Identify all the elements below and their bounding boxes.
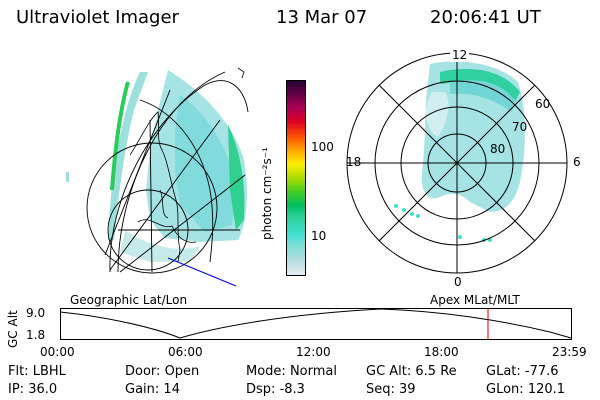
info-seq-value: 39	[399, 382, 416, 397]
info-seq: Seq: 39	[366, 382, 416, 397]
info-glon-value: 120.1	[527, 382, 566, 397]
altitude-curve	[59, 308, 572, 339]
geo-emission-field	[66, 70, 247, 262]
info-glon: GLon: 120.1	[486, 382, 565, 397]
info-door-value: Open	[164, 364, 200, 379]
info-gc-alt: GC Alt: 6.5 Re	[366, 364, 457, 379]
info-gain-label: Gain:	[125, 382, 160, 397]
mlt-label-0: 0	[454, 275, 462, 289]
info-glat-value: -77.6	[524, 364, 559, 379]
timeline-ytick-high: 9.0	[26, 306, 46, 320]
info-dsp-label: Dsp:	[246, 382, 276, 397]
info-gain-value: 14	[163, 382, 180, 397]
info-ip-value: 36.0	[28, 382, 58, 397]
info-gc-alt-label: GC Alt:	[366, 364, 412, 379]
timeline-xtick-0600: 06:00	[168, 345, 203, 359]
info-glon-label: GLon:	[486, 382, 524, 397]
info-door: Door: Open	[125, 364, 199, 379]
info-ip: IP: 36.0	[8, 382, 57, 397]
polar-grid	[346, 52, 568, 274]
info-mode-value: Normal	[289, 364, 337, 379]
timeline-xtick-0000: 00:00	[40, 345, 75, 359]
info-gain: Gain: 14	[125, 382, 180, 397]
colorbar-gradient	[287, 81, 305, 275]
observation-date: 13 Mar 07	[276, 7, 368, 28]
info-door-label: Door:	[125, 364, 161, 379]
polar-image	[346, 52, 568, 274]
polar-emission-field	[394, 61, 525, 242]
info-glat: GLat: -77.6	[486, 364, 559, 379]
timeline-ytick-low: 1.8	[26, 328, 46, 342]
info-mode: Mode: Normal	[246, 364, 337, 379]
info-filter: Flt: LBHL	[8, 364, 66, 379]
geo-blue-track	[167, 257, 237, 287]
colorbar-tick-100: 100	[311, 140, 334, 154]
geographic-image	[66, 67, 249, 287]
timeline-xtick-1200: 12:00	[296, 345, 331, 359]
timeline-ylabel: GC Alt	[6, 310, 20, 348]
info-filter-label: Flt:	[8, 364, 29, 379]
info-gc-alt-value: 6.5 Re	[415, 364, 457, 379]
timeline-xtick-1800: 18:00	[424, 345, 459, 359]
observation-time: 20:06:41 UT	[430, 7, 541, 28]
polar-coordinate-label: Apex MLat/MLT	[430, 293, 520, 307]
info-filter-value: LBHL	[32, 364, 66, 379]
info-seq-label: Seq:	[366, 382, 395, 397]
mlt-label-12: 12	[450, 48, 470, 62]
info-mode-label: Mode:	[246, 364, 286, 379]
timeline-xtick-2359: 23:59	[552, 345, 587, 359]
colorbar	[286, 80, 306, 276]
altitude-timeline-plot	[59, 308, 572, 340]
colorbar-unit-label: photon cm⁻²s⁻¹	[260, 147, 274, 240]
mlt-label-18: 18	[346, 155, 362, 169]
geo-grid	[86, 71, 249, 274]
lat-label-70: 70	[512, 120, 528, 134]
lat-label-60: 60	[535, 97, 551, 111]
info-ip-label: IP:	[8, 382, 25, 397]
info-glat-label: GLat:	[486, 364, 521, 379]
mlt-label-6: 6	[573, 155, 581, 169]
colorbar-tick-10: 10	[311, 229, 327, 243]
instrument-title: Ultraviolet Imager	[16, 7, 179, 28]
info-dsp-value: -8.3	[279, 382, 305, 397]
lat-label-80: 80	[490, 142, 506, 156]
info-dsp: Dsp: -8.3	[246, 382, 305, 397]
geo-coastlines	[129, 67, 245, 263]
geo-coordinate-label: Geographic Lat/Lon	[70, 293, 188, 307]
